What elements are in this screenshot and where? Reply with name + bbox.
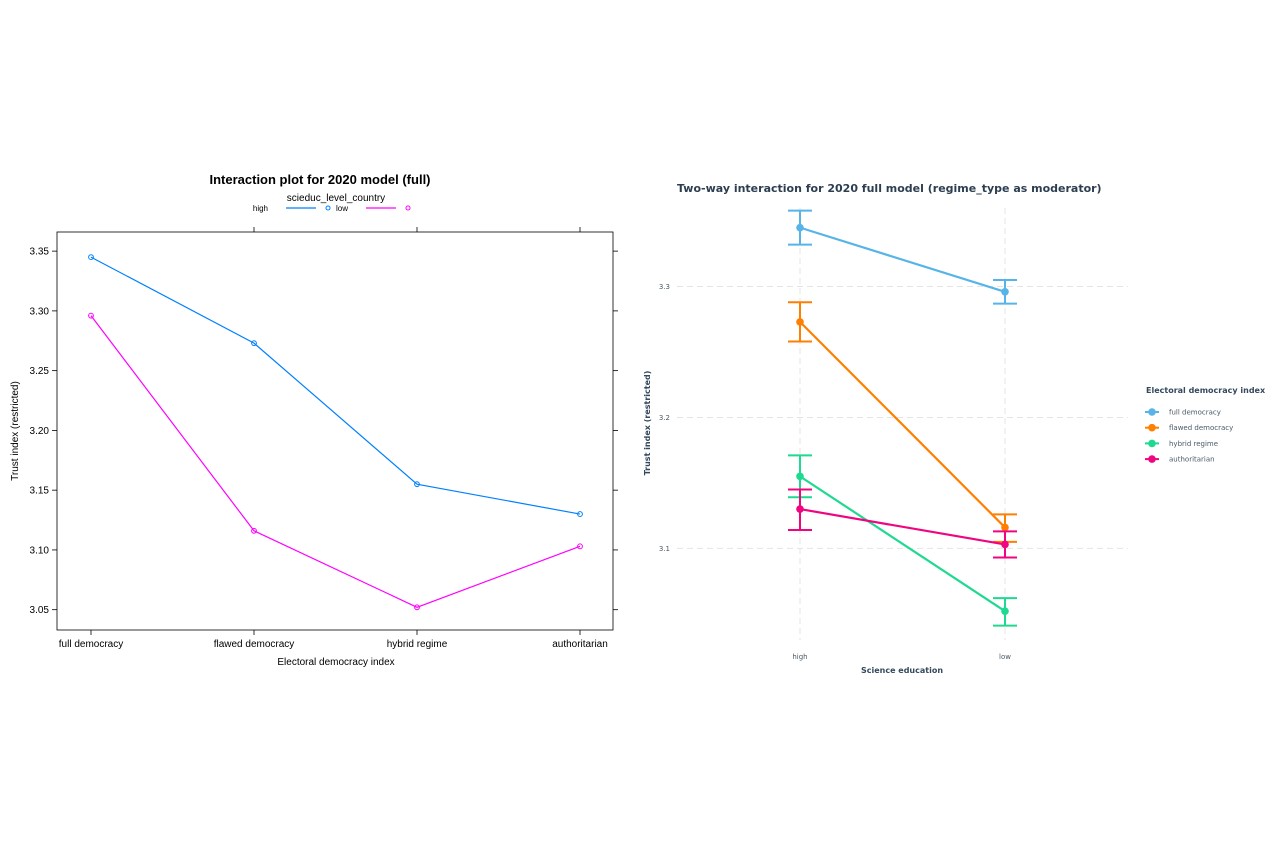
left-y-tick-label: 3.30 [30, 306, 50, 317]
left-point-low [577, 543, 583, 550]
right-legend-label-flawed-democracy: flawed democracy [1169, 424, 1233, 432]
left-x-tick-label: full democracy [59, 639, 123, 650]
left-legend-marker-high [325, 205, 331, 211]
right-y-tick-label: 3.2 [659, 414, 670, 422]
left-y-tick-label: 3.20 [30, 426, 50, 437]
right-series [788, 209, 1017, 627]
right-series-line-hybrid-regime [799, 475, 1006, 613]
right-point-full-democracy [796, 223, 804, 232]
right-point-authoritarian [796, 505, 804, 513]
left-x-tick-label: flawed democracy [214, 639, 295, 650]
left-chart-title: Interaction plot for 2020 model (full) [209, 172, 430, 187]
left-y-tick-label: 3.15 [30, 486, 50, 497]
left-chart: Interaction plot for 2020 model (full) s… [10, 172, 618, 668]
left-point-low [251, 527, 257, 534]
left-y-tick-label: 3.10 [30, 545, 50, 556]
left-legend-marker-low [405, 205, 411, 211]
right-x-axis-label: Science education [861, 666, 943, 675]
right-y-tick-label: 3.3 [659, 283, 670, 291]
right-point-hybrid-regime [796, 472, 804, 481]
right-chart: Two-way interaction for 2020 full model … [643, 182, 1266, 675]
left-series [88, 254, 583, 611]
right-series-line-full-democracy [799, 226, 1006, 293]
left-x-tick-label: authoritarian [552, 639, 608, 650]
right-chart-title: Two-way interaction for 2020 full model … [677, 182, 1102, 195]
left-x-axis-label: Electoral democracy index [277, 657, 394, 668]
left-legend-title: scieduc_level_country [287, 193, 385, 204]
left-point-low [88, 312, 94, 319]
right-point-authoritarian [1001, 540, 1009, 549]
right-legend-label-full-democracy: full democracy [1169, 409, 1221, 417]
left-point-low [414, 604, 420, 611]
right-series-line-flawed-democracy [799, 321, 1006, 529]
right-legend-marker-flawed-democracy [1148, 423, 1156, 432]
right-legend-title: Electoral democracy index [1146, 386, 1266, 395]
left-legend-label-low: low [336, 204, 348, 213]
left-point-high [251, 340, 257, 347]
right-legend-marker-full-democracy [1148, 408, 1156, 416]
right-legend-label-authoritarian: authoritarian [1169, 456, 1215, 464]
left-y-tick-label: 3.35 [30, 247, 50, 258]
right-y-axis-label: Trust index (restricted) [643, 371, 652, 476]
right-legend-marker-hybrid-regime [1148, 439, 1156, 448]
right-point-flawed-democracy [796, 318, 804, 326]
left-plot-frame [56, 231, 614, 631]
right-point-flawed-democracy [1001, 523, 1009, 532]
left-legend: high low [253, 204, 411, 213]
right-legend-marker-authoritarian [1148, 455, 1156, 463]
right-legend: full democracy flawed democracy hybrid reg… [1145, 408, 1233, 464]
left-y-tick-label: 3.25 [30, 366, 50, 377]
left-series-line-high [90, 256, 581, 515]
right-series-line-authoritarian [799, 508, 1006, 546]
left-y-tick-label: 3.05 [30, 605, 50, 616]
left-point-high [88, 254, 94, 260]
right-point-full-democracy [1001, 287, 1009, 296]
left-legend-label-high: high [253, 204, 268, 213]
right-x-ticks: high low [792, 653, 1011, 661]
left-y-axis-label: Trust index (restricted) [10, 381, 21, 481]
left-x-tick-label: hybrid regime [387, 639, 448, 650]
right-x-tick-label: high [792, 653, 807, 661]
left-point-high [577, 511, 583, 517]
right-point-hybrid-regime [1001, 607, 1009, 615]
left-series-line-low [90, 315, 581, 608]
right-y-ticks: 3.1 3.2 3.3 [659, 283, 670, 553]
left-x-ticks: full democracy flawed democracy hybrid reg… [59, 227, 608, 650]
left-point-high [414, 481, 420, 488]
right-legend-label-hybrid-regime: hybrid regime [1169, 440, 1218, 448]
right-x-tick-label: low [999, 653, 1011, 661]
left-y-ticks: 3.05 3.10 3.15 3.20 3.25 3.30 3.35 [30, 247, 618, 616]
right-y-tick-label: 3.1 [659, 545, 670, 553]
